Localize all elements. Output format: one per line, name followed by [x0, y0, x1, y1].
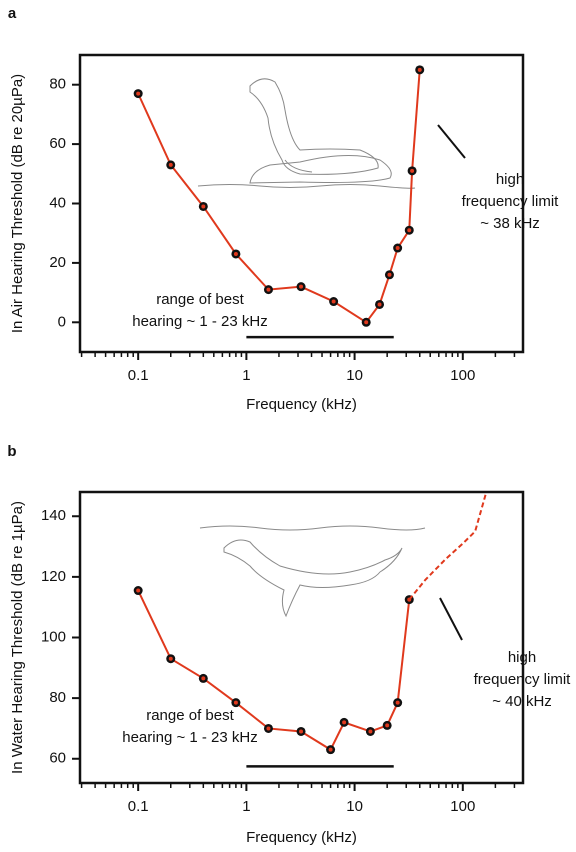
y-tick-label: 120 [41, 568, 66, 585]
data-point-center [385, 723, 390, 728]
annotation: high [508, 649, 536, 666]
y-tick-label: 0 [58, 313, 66, 330]
annotation: hearing ~ 1 - 23 kHz [132, 313, 268, 330]
pointer-line [439, 597, 463, 641]
x-axis-label: Frequency (kHz) [246, 829, 357, 846]
y-tick-label: 80 [49, 76, 66, 93]
panel-label: b [7, 443, 16, 460]
plot-frame [78, 53, 525, 354]
data-point-center [377, 302, 382, 307]
data-point-center [201, 204, 206, 209]
x-tick-label: 1 [242, 367, 250, 384]
plot-frame [78, 490, 525, 785]
annotation: frequency limit [474, 671, 572, 688]
seal-illustration-water [199, 525, 426, 618]
y-tick-label: 40 [49, 194, 66, 211]
y-axis-label: In Water Hearing Threshold (dB re 1µPa) [9, 501, 26, 774]
y-tick-label: 20 [49, 254, 66, 271]
data-point-center [387, 272, 392, 277]
data-point-center [299, 284, 304, 289]
annotation: range of best [146, 707, 234, 724]
series-line [137, 590, 411, 752]
annotation: range of best [156, 291, 244, 308]
data-point-center [368, 729, 373, 734]
data-point-center [395, 700, 400, 705]
annotation: hearing ~ 1 - 23 kHz [122, 729, 258, 746]
annotation: ~ 38 kHz [480, 215, 540, 232]
pointer-line [437, 124, 466, 159]
data-point-center [233, 251, 238, 256]
annotation: ~ 40 kHz [492, 693, 552, 710]
x-tick-label: 1 [242, 798, 250, 815]
data-point-center [417, 67, 422, 72]
series-line [408, 491, 488, 601]
y-axis-label: In Air Hearing Threshold (dB re 20µPa) [9, 74, 26, 333]
data-point-center [266, 287, 271, 292]
annotation: high [496, 171, 524, 188]
data-point-center [331, 299, 336, 304]
x-tick-label: 100 [450, 798, 475, 815]
y-tick-label: 60 [49, 750, 66, 767]
data-point-center [168, 162, 173, 167]
x-axis-label: Frequency (kHz) [246, 396, 357, 413]
y-tick-label: 80 [49, 689, 66, 706]
data-point-center [328, 747, 333, 752]
data-point-center [136, 91, 141, 96]
data-point-center [299, 729, 304, 734]
x-tick-label: 10 [346, 367, 363, 384]
x-tick-label: 0.1 [128, 367, 149, 384]
series-line [137, 69, 421, 324]
data-point-center [410, 168, 415, 173]
data-point-center [407, 228, 412, 233]
y-tick-label: 100 [41, 628, 66, 645]
y-tick-label: 60 [49, 135, 66, 152]
data-point-center [364, 320, 369, 325]
annotation: frequency limit [462, 193, 560, 210]
data-point-center [233, 700, 238, 705]
data-point-center [201, 676, 206, 681]
data-point-center [136, 588, 141, 593]
x-tick-label: 0.1 [128, 798, 149, 815]
data-point-center [168, 656, 173, 661]
data-point-center [266, 726, 271, 731]
data-point-center [395, 246, 400, 251]
panel-label: a [8, 5, 17, 22]
x-tick-label: 100 [450, 367, 475, 384]
data-point-center [342, 720, 347, 725]
seal-illustration-air [197, 78, 416, 189]
y-tick-label: 140 [41, 507, 66, 524]
x-tick-label: 10 [346, 798, 363, 815]
